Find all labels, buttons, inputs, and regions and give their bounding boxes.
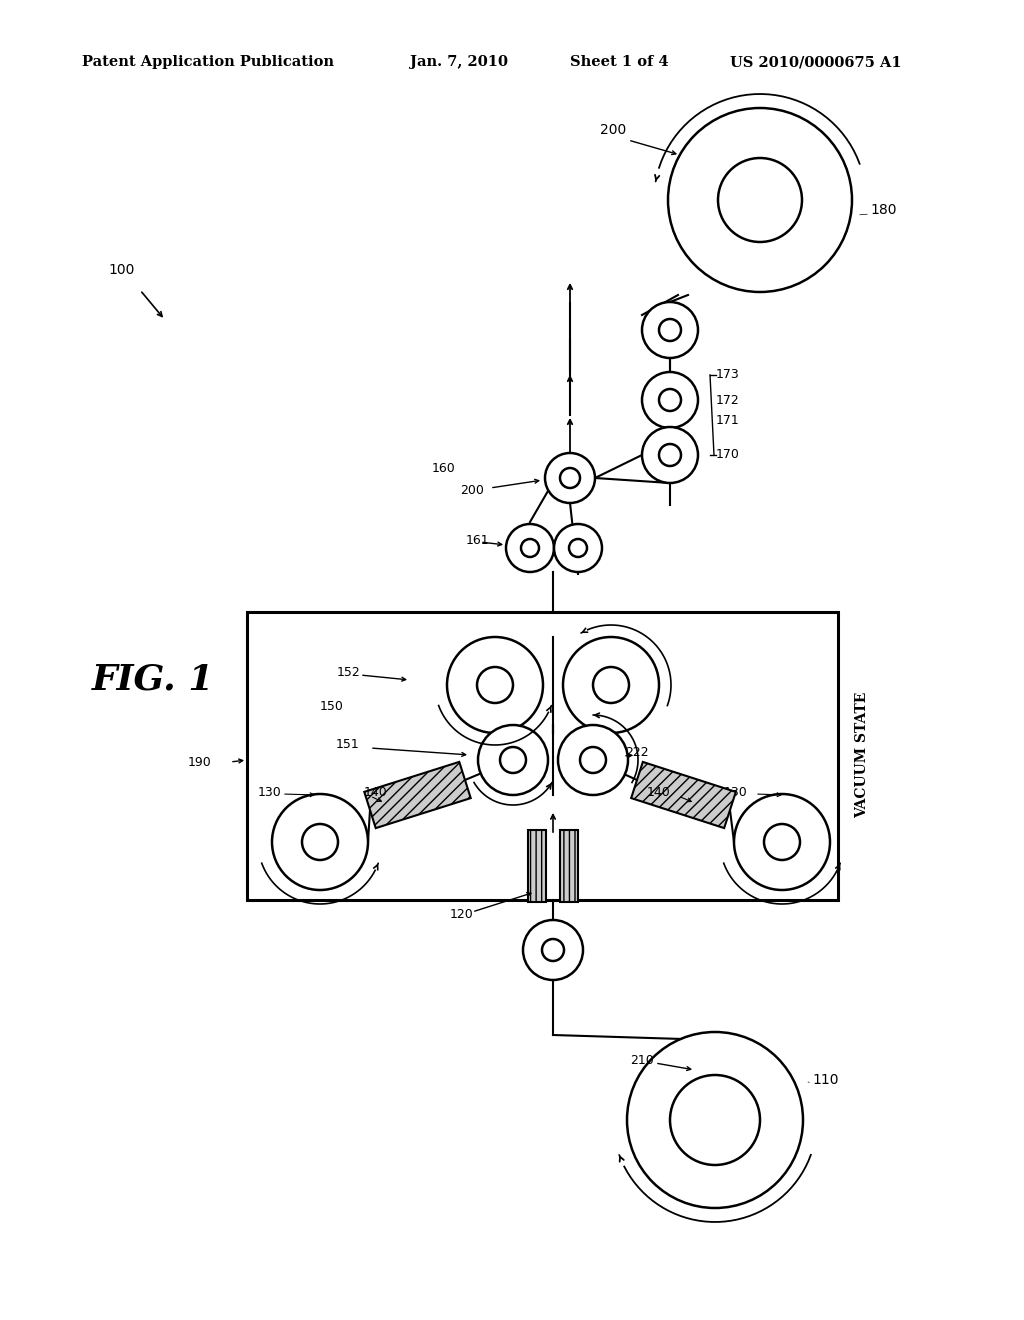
Bar [560, 830, 578, 902]
Text: 161: 161 [466, 533, 489, 546]
Circle shape [545, 453, 595, 503]
Text: 200: 200 [600, 123, 627, 137]
Text: FIG. 1: FIG. 1 [92, 663, 214, 697]
Circle shape [627, 1032, 803, 1208]
Circle shape [558, 725, 628, 795]
Circle shape [478, 725, 548, 795]
Text: US 2010/0000675 A1: US 2010/0000675 A1 [730, 55, 901, 69]
Text: 130: 130 [258, 787, 282, 800]
Circle shape [764, 824, 800, 861]
Circle shape [563, 638, 659, 733]
Text: 170: 170 [716, 449, 740, 462]
Text: 130: 130 [723, 787, 746, 800]
Text: Patent Application Publication: Patent Application Publication [82, 55, 334, 69]
Text: 100: 100 [108, 263, 134, 277]
Text: 200: 200 [460, 483, 484, 496]
Text: 150: 150 [319, 700, 344, 713]
Circle shape [523, 920, 583, 979]
Circle shape [569, 539, 587, 557]
Text: Jan. 7, 2010: Jan. 7, 2010 [410, 55, 508, 69]
Polygon shape [365, 762, 471, 828]
Circle shape [477, 667, 513, 704]
Text: 180: 180 [870, 203, 896, 216]
Text: 210: 210 [630, 1053, 653, 1067]
Text: 152: 152 [337, 667, 360, 680]
Circle shape [554, 524, 602, 572]
Text: 140: 140 [364, 787, 388, 800]
Text: 171: 171 [716, 413, 739, 426]
Circle shape [447, 638, 543, 733]
Bar [247, 612, 838, 900]
Text: 172: 172 [716, 393, 739, 407]
Circle shape [670, 1074, 760, 1166]
Text: 151: 151 [336, 738, 359, 751]
Circle shape [659, 319, 681, 341]
Circle shape [659, 444, 681, 466]
Circle shape [272, 795, 368, 890]
Circle shape [642, 426, 698, 483]
Circle shape [642, 372, 698, 428]
Circle shape [668, 108, 852, 292]
Text: 222: 222 [625, 747, 648, 759]
Circle shape [580, 747, 606, 774]
Text: 173: 173 [716, 368, 739, 381]
Circle shape [506, 524, 554, 572]
Text: 120: 120 [450, 908, 474, 921]
Circle shape [500, 747, 526, 774]
Circle shape [521, 539, 539, 557]
Text: VACUUM STATE: VACUUM STATE [855, 692, 869, 818]
Circle shape [718, 158, 802, 242]
Text: 140: 140 [646, 787, 670, 800]
Circle shape [642, 302, 698, 358]
Circle shape [542, 939, 564, 961]
Bar [528, 830, 546, 902]
Circle shape [560, 469, 580, 488]
Text: 110: 110 [812, 1073, 839, 1086]
Text: Sheet 1 of 4: Sheet 1 of 4 [570, 55, 669, 69]
Text: 190: 190 [188, 755, 212, 768]
Circle shape [659, 389, 681, 411]
Text: 160: 160 [432, 462, 456, 474]
Circle shape [734, 795, 830, 890]
Circle shape [302, 824, 338, 861]
Circle shape [593, 667, 629, 704]
Polygon shape [631, 762, 736, 828]
